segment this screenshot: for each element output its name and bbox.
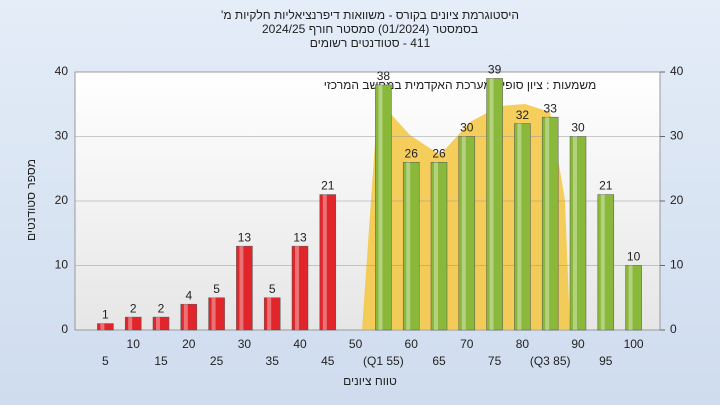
- x-tick-label: 60: [405, 337, 419, 351]
- x-tick-label: 5: [102, 354, 109, 368]
- value-label: 39: [488, 63, 502, 77]
- bar: [263, 297, 281, 331]
- bar: [486, 78, 503, 331]
- chart-subtitle: בסמסטר (01/2024) סמסטר חורף 2024/25: [262, 22, 478, 36]
- chart-title: היסטוגרמת ציונים בקורס - משוואות דיפרנצי…: [221, 8, 519, 22]
- x-tick-label: 45: [321, 354, 335, 368]
- bar: [514, 123, 531, 331]
- value-label: 33: [544, 101, 558, 115]
- bar: [291, 245, 309, 331]
- x-tick-label: (Q1 55): [363, 354, 404, 368]
- x-tick-label: 100: [624, 337, 644, 351]
- bar-highlight: [378, 84, 383, 331]
- bar-highlight: [100, 323, 105, 330]
- x-tick-label: 30: [238, 337, 252, 351]
- value-label: 26: [405, 146, 419, 160]
- annotation: משמעות : ציון סופי במערכת האקדמית במחשב …: [324, 78, 596, 92]
- x-tick-label: 15: [154, 354, 168, 368]
- bar: [152, 316, 170, 331]
- x-tick-label: 95: [599, 354, 613, 368]
- x-tick-label: 20: [182, 337, 196, 351]
- y2-tick-label: 0: [670, 322, 677, 336]
- bar-highlight: [211, 297, 216, 330]
- value-label: 32: [516, 108, 530, 122]
- value-label: 30: [460, 121, 474, 135]
- bar-highlight: [573, 136, 577, 330]
- bar: [180, 303, 198, 331]
- y-tick-label: 20: [55, 193, 69, 207]
- x-tick-label: 65: [432, 354, 446, 368]
- x-tick-label: 40: [293, 337, 307, 351]
- y-tick-label: 10: [55, 258, 69, 272]
- value-label: 38: [377, 69, 391, 83]
- bar: [236, 245, 253, 331]
- value-label: 2: [158, 301, 165, 315]
- bar: [541, 116, 559, 331]
- y2-tick-label: 20: [670, 193, 684, 207]
- x-tick-label: 35: [266, 354, 280, 368]
- bar: [597, 194, 615, 331]
- bar-highlight: [545, 117, 550, 331]
- bar-highlight: [600, 194, 605, 330]
- x-tick-label: 10: [127, 337, 141, 351]
- y2-tick-label: 40: [670, 64, 684, 78]
- value-label: 1: [102, 308, 109, 322]
- x-axis-label: טווח ציונים: [343, 374, 397, 388]
- bar-highlight: [434, 162, 438, 330]
- x-tick-label: 50: [349, 337, 363, 351]
- bar-highlight: [295, 246, 299, 330]
- x-tick-label: 70: [460, 337, 474, 351]
- chart-subtitle: 411 - סטודנטים רשומים: [310, 36, 431, 50]
- bar: [458, 136, 476, 331]
- value-label: 26: [432, 146, 446, 160]
- bar: [402, 162, 420, 331]
- bar-highlight: [183, 304, 188, 330]
- x-tick-label: 80: [516, 337, 530, 351]
- value-label: 5: [269, 282, 276, 296]
- bar: [625, 265, 642, 331]
- value-label: 5: [213, 282, 220, 296]
- y-axis-label: מספר סטודנטים: [24, 159, 38, 241]
- bar-highlight: [156, 317, 160, 330]
- value-label: 2: [130, 301, 137, 315]
- bar-highlight: [461, 136, 466, 330]
- x-tick-label: 90: [571, 337, 585, 351]
- bar-highlight: [517, 123, 522, 330]
- y-tick-label: 40: [55, 64, 69, 78]
- bar: [319, 194, 337, 331]
- x-tick-label: 25: [210, 354, 224, 368]
- y2-tick-label: 10: [670, 258, 684, 272]
- bar-highlight: [406, 162, 411, 330]
- x-tick-label: 75: [488, 354, 502, 368]
- y2-tick-label: 30: [670, 129, 684, 143]
- value-label: 10: [627, 250, 641, 264]
- bar-highlight: [239, 246, 244, 330]
- bar-highlight: [322, 194, 327, 330]
- bar: [375, 84, 392, 331]
- value-label: 13: [238, 230, 252, 244]
- value-label: 30: [571, 121, 585, 135]
- bar: [97, 323, 114, 331]
- bar: [208, 297, 225, 331]
- bar-highlight: [628, 265, 633, 330]
- bar-highlight: [489, 78, 494, 330]
- value-label: 21: [321, 179, 335, 193]
- bar-highlight: [128, 317, 133, 330]
- bar: [569, 136, 587, 331]
- bar: [430, 162, 448, 331]
- bar: [124, 316, 142, 331]
- x-tick-label: (Q3 85): [530, 354, 571, 368]
- y-tick-label: 0: [61, 322, 68, 336]
- y-tick-label: 30: [55, 129, 69, 143]
- value-label: 13: [293, 230, 307, 244]
- value-label: 4: [185, 288, 192, 302]
- bar-highlight: [267, 297, 272, 330]
- value-label: 21: [599, 179, 613, 193]
